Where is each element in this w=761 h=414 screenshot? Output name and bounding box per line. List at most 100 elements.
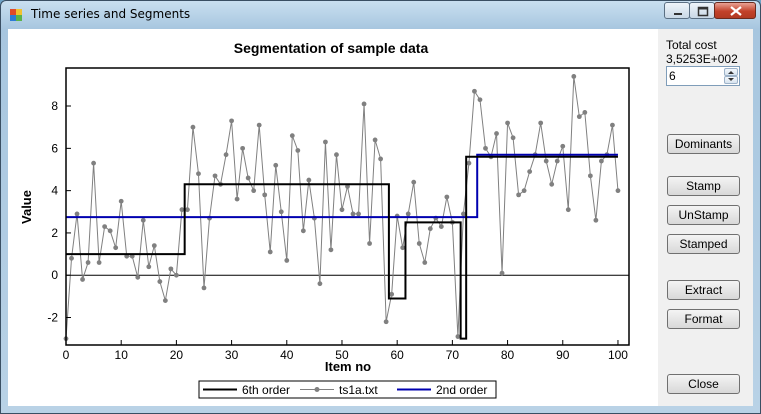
data-point-ts1a — [146, 264, 152, 270]
data-point-ts1a — [571, 74, 577, 79]
series-line-6th-order — [66, 155, 618, 340]
x-tick-label: 0 — [63, 348, 70, 362]
data-point-ts1a — [278, 209, 284, 215]
data-point-ts1a — [599, 158, 604, 164]
spin-down-button[interactable] — [724, 76, 738, 84]
data-point-ts1a — [273, 162, 279, 168]
data-point-ts1a — [251, 188, 257, 194]
data-point-ts1a — [593, 217, 599, 223]
data-point-ts1a — [168, 266, 174, 272]
data-point-ts1a — [91, 160, 96, 166]
data-point-ts1a — [461, 211, 466, 217]
data-point-ts1a — [267, 249, 273, 255]
data-point-ts1a — [190, 124, 196, 130]
data-point-ts1a — [80, 277, 85, 282]
chart-title: Segmentation of sample data — [234, 40, 429, 56]
data-point-ts1a — [162, 298, 168, 303]
x-tick-label: 40 — [280, 348, 294, 362]
data-point-ts1a — [477, 97, 483, 103]
data-point-ts1a — [367, 241, 372, 246]
data-point-ts1a — [85, 260, 91, 265]
client-area: Segmentation of sample data 0 10 20 30 40 50 6… — [8, 29, 753, 406]
data-point-ts1a — [234, 196, 240, 202]
data-point-ts1a — [69, 255, 74, 261]
x-tick-label: 50 — [335, 348, 349, 362]
close-button[interactable]: Close — [667, 374, 740, 394]
y-tick-label: 8 — [51, 99, 58, 113]
legend-label-ts1a: ts1a.txt — [339, 383, 378, 397]
data-point-ts1a — [472, 88, 477, 94]
x-tick-label: 90 — [556, 348, 570, 362]
data-point-ts1a — [350, 211, 356, 217]
data-point-ts1a — [113, 245, 119, 251]
close-window-button[interactable] — [714, 2, 756, 19]
spin-up-button[interactable] — [724, 68, 738, 76]
data-point-ts1a — [521, 188, 527, 194]
data-point-ts1a — [317, 281, 323, 287]
format-button[interactable]: Format — [667, 309, 740, 329]
data-point-ts1a — [295, 148, 301, 153]
data-point-ts1a — [560, 143, 566, 149]
data-point-ts1a — [185, 207, 190, 213]
y-axis-label: Value — [19, 190, 34, 224]
segments-spinner[interactable] — [666, 66, 740, 86]
data-point-ts1a — [223, 152, 229, 158]
chevron-up-icon — [728, 71, 734, 74]
data-point-ts1a — [339, 207, 345, 213]
chart-panel: Segmentation of sample data 0 10 20 30 40 50 6… — [8, 29, 658, 406]
maximize-button[interactable] — [689, 2, 715, 19]
data-point-ts1a — [543, 158, 549, 164]
app-icon — [10, 9, 22, 21]
x-tick-label: 30 — [225, 348, 239, 362]
data-point-ts1a — [389, 291, 395, 297]
data-point-ts1a — [615, 188, 621, 194]
data-point-ts1a — [378, 156, 384, 162]
data-point-ts1a — [96, 260, 102, 265]
data-point-ts1a — [383, 319, 389, 325]
extract-button[interactable]: Extract — [667, 280, 740, 300]
data-point-ts1a — [516, 192, 522, 198]
data-point-ts1a — [427, 226, 433, 232]
segments-input[interactable] — [669, 68, 721, 84]
series-line-2nd-order — [66, 153, 618, 219]
data-point-ts1a — [140, 217, 146, 223]
data-point-ts1a — [538, 120, 544, 126]
legend-label-6th-order: 6th order — [242, 383, 290, 397]
minimize-button[interactable] — [664, 2, 690, 19]
chevron-down-icon — [728, 78, 734, 81]
minimize-icon — [674, 13, 682, 15]
unstamp-button[interactable]: UnStamp — [667, 205, 740, 225]
data-point-ts1a — [196, 171, 201, 177]
close-icon — [730, 6, 742, 16]
data-point-ts1a — [157, 279, 163, 284]
y-tick-label: 2 — [51, 226, 58, 240]
x-tick-label: 70 — [446, 348, 460, 362]
x-axis-label: Item no — [325, 359, 371, 374]
x-tick-label: 100 — [608, 348, 628, 362]
x-tick-label: 10 — [115, 348, 129, 362]
data-point-ts1a — [256, 122, 262, 128]
data-point-ts1a — [323, 139, 328, 145]
legend-marker-ts1a — [314, 387, 320, 392]
x-tick-label: 20 — [170, 348, 184, 362]
data-point-ts1a — [444, 194, 450, 200]
data-point-ts1a — [372, 137, 378, 143]
data-point-ts1a — [610, 122, 615, 128]
data-point-ts1a — [173, 272, 179, 278]
x-tick-label: 80 — [501, 348, 515, 362]
y-tick-label: 4 — [51, 184, 58, 198]
data-point-ts1a — [107, 228, 113, 234]
title-bar[interactable]: Time series and Segments — [1, 1, 760, 29]
dominants-button[interactable]: Dominants — [667, 134, 740, 154]
data-point-ts1a — [576, 114, 582, 120]
data-point-ts1a — [240, 145, 246, 151]
legend-label-2nd-order: 2nd order — [436, 383, 487, 397]
stamped-button[interactable]: Stamped — [667, 234, 740, 254]
data-point-ts1a — [245, 175, 251, 181]
stamp-button[interactable]: Stamp — [667, 176, 740, 196]
data-point-ts1a — [262, 192, 268, 198]
data-point-ts1a — [356, 211, 361, 217]
data-point-ts1a — [229, 118, 234, 124]
data-point-ts1a — [361, 101, 367, 107]
